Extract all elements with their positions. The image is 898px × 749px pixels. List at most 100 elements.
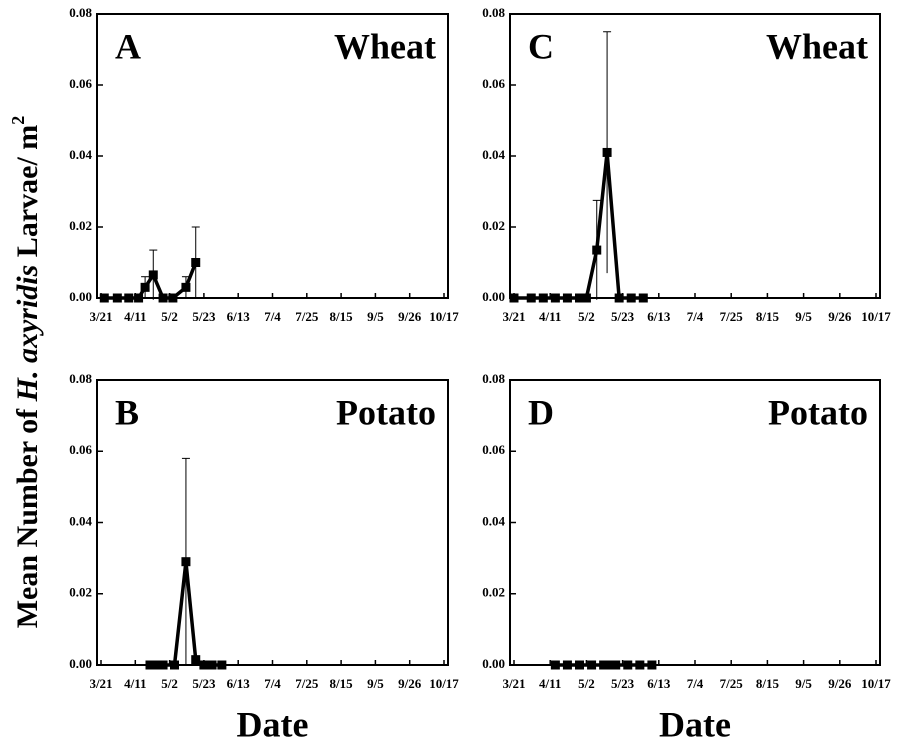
x-tick-label: 5/23 (192, 309, 216, 324)
x-tick-label: 3/21 (502, 676, 525, 691)
panel-title: Potato (768, 392, 868, 432)
data-point (623, 660, 633, 670)
data-point (611, 660, 621, 670)
x-tick-label: 10/17 (861, 676, 891, 691)
x-tick-label: 9/5 (367, 676, 384, 691)
panel-label: A (115, 26, 141, 66)
x-tick-label: 8/15 (330, 309, 354, 324)
data-point (148, 270, 158, 280)
data-point (99, 293, 109, 303)
y-tick-label: 0.06 (482, 442, 505, 457)
x-tick-label: 4/11 (539, 676, 561, 691)
x-tick-label: 9/5 (795, 676, 812, 691)
x-tick-label: 10/17 (861, 309, 891, 324)
data-point (599, 660, 609, 670)
data-line (104, 261, 198, 300)
y-tick-label: 0.02 (482, 218, 505, 233)
data-point (509, 293, 519, 303)
y-tick-label: 0.06 (69, 442, 92, 457)
data-point (112, 293, 122, 303)
x-tick-label: 7/4 (264, 309, 281, 324)
x-tick-label: 8/15 (330, 676, 354, 691)
data-point (602, 147, 612, 157)
x-tick-label: 8/15 (756, 309, 780, 324)
y-tick-label: 0.00 (482, 289, 505, 304)
data-point (550, 660, 560, 670)
x-tick-label: 7/4 (264, 676, 281, 691)
x-tick-label: 5/2 (161, 309, 178, 324)
x-tick-label: 7/25 (720, 676, 744, 691)
x-tick-label: 4/11 (124, 309, 146, 324)
x-tick-label: 6/13 (647, 309, 671, 324)
y-tick-label: 0.08 (69, 5, 92, 20)
panel-title: Wheat (334, 26, 436, 66)
x-tick-label: 3/21 (89, 309, 112, 324)
x-tick-label: 4/11 (124, 676, 146, 691)
x-tick-label: 7/25 (295, 676, 319, 691)
x-tick-label: 3/21 (89, 676, 112, 691)
y-tick-label: 0.04 (69, 513, 92, 528)
y-tick-label: 0.08 (69, 371, 92, 386)
y-tick-label: 0.04 (482, 513, 505, 528)
x-axis-label: Date (237, 704, 309, 744)
x-tick-label: 3/21 (502, 309, 525, 324)
x-tick-label: 9/26 (398, 309, 422, 324)
panel-title: Potato (336, 392, 436, 432)
x-tick-label: 9/5 (795, 309, 812, 324)
data-point (562, 660, 572, 670)
x-tick-label: 9/26 (828, 309, 852, 324)
x-tick-label: 7/25 (720, 309, 744, 324)
data-point (635, 660, 645, 670)
y-tick-label: 0.02 (482, 585, 505, 600)
y-tick-label: 0.06 (69, 76, 92, 91)
data-point (592, 245, 602, 255)
x-tick-label: 9/26 (398, 676, 422, 691)
panel-title: Wheat (766, 26, 868, 66)
data-point (191, 655, 201, 665)
data-point (575, 293, 585, 303)
x-tick-label: 9/5 (367, 309, 384, 324)
data-point (526, 293, 536, 303)
y-tick-label: 0.00 (69, 289, 92, 304)
y-tick-label: 0.08 (482, 5, 505, 20)
x-tick-label: 6/13 (647, 676, 671, 691)
x-tick-label: 5/2 (161, 676, 178, 691)
x-tick-label: 9/26 (828, 676, 852, 691)
data-point (124, 293, 134, 303)
y-axis-label: Mean Number of H. axyridis Larvae/ m2 (8, 116, 44, 629)
y-label-text: Larvae/ m (11, 125, 44, 265)
data-point (191, 258, 201, 267)
data-point (170, 660, 179, 670)
x-tick-label: 10/17 (429, 309, 459, 324)
y-label-superscript: 2 (8, 116, 28, 125)
data-point (158, 293, 168, 303)
data-point (207, 660, 217, 670)
data-point (581, 293, 591, 303)
y-tick-label: 0.00 (482, 656, 505, 671)
x-tick-label: 5/2 (578, 676, 595, 691)
panel-label: C (528, 26, 554, 66)
x-tick-label: 5/2 (578, 309, 595, 324)
data-point (575, 660, 585, 670)
x-tick-label: 7/25 (295, 309, 319, 324)
data-point (587, 660, 597, 670)
x-tick-label: 6/13 (227, 309, 251, 324)
panel-label: D (528, 392, 554, 432)
data-point (538, 293, 548, 303)
y-tick-label: 0.06 (482, 76, 505, 91)
data-point (217, 660, 227, 670)
x-tick-label: 5/23 (192, 676, 216, 691)
data-point (181, 282, 191, 292)
data-point (134, 293, 144, 303)
y-label-species: H. axyridis (11, 265, 44, 403)
x-tick-label: 7/4 (687, 676, 704, 691)
y-tick-label: 0.02 (69, 585, 92, 600)
data-point (647, 660, 657, 670)
data-point (168, 293, 178, 303)
x-tick-label: 7/4 (687, 309, 704, 324)
data-point (140, 282, 150, 292)
x-tick-label: 5/23 (611, 309, 635, 324)
x-tick-label: 4/11 (539, 309, 561, 324)
